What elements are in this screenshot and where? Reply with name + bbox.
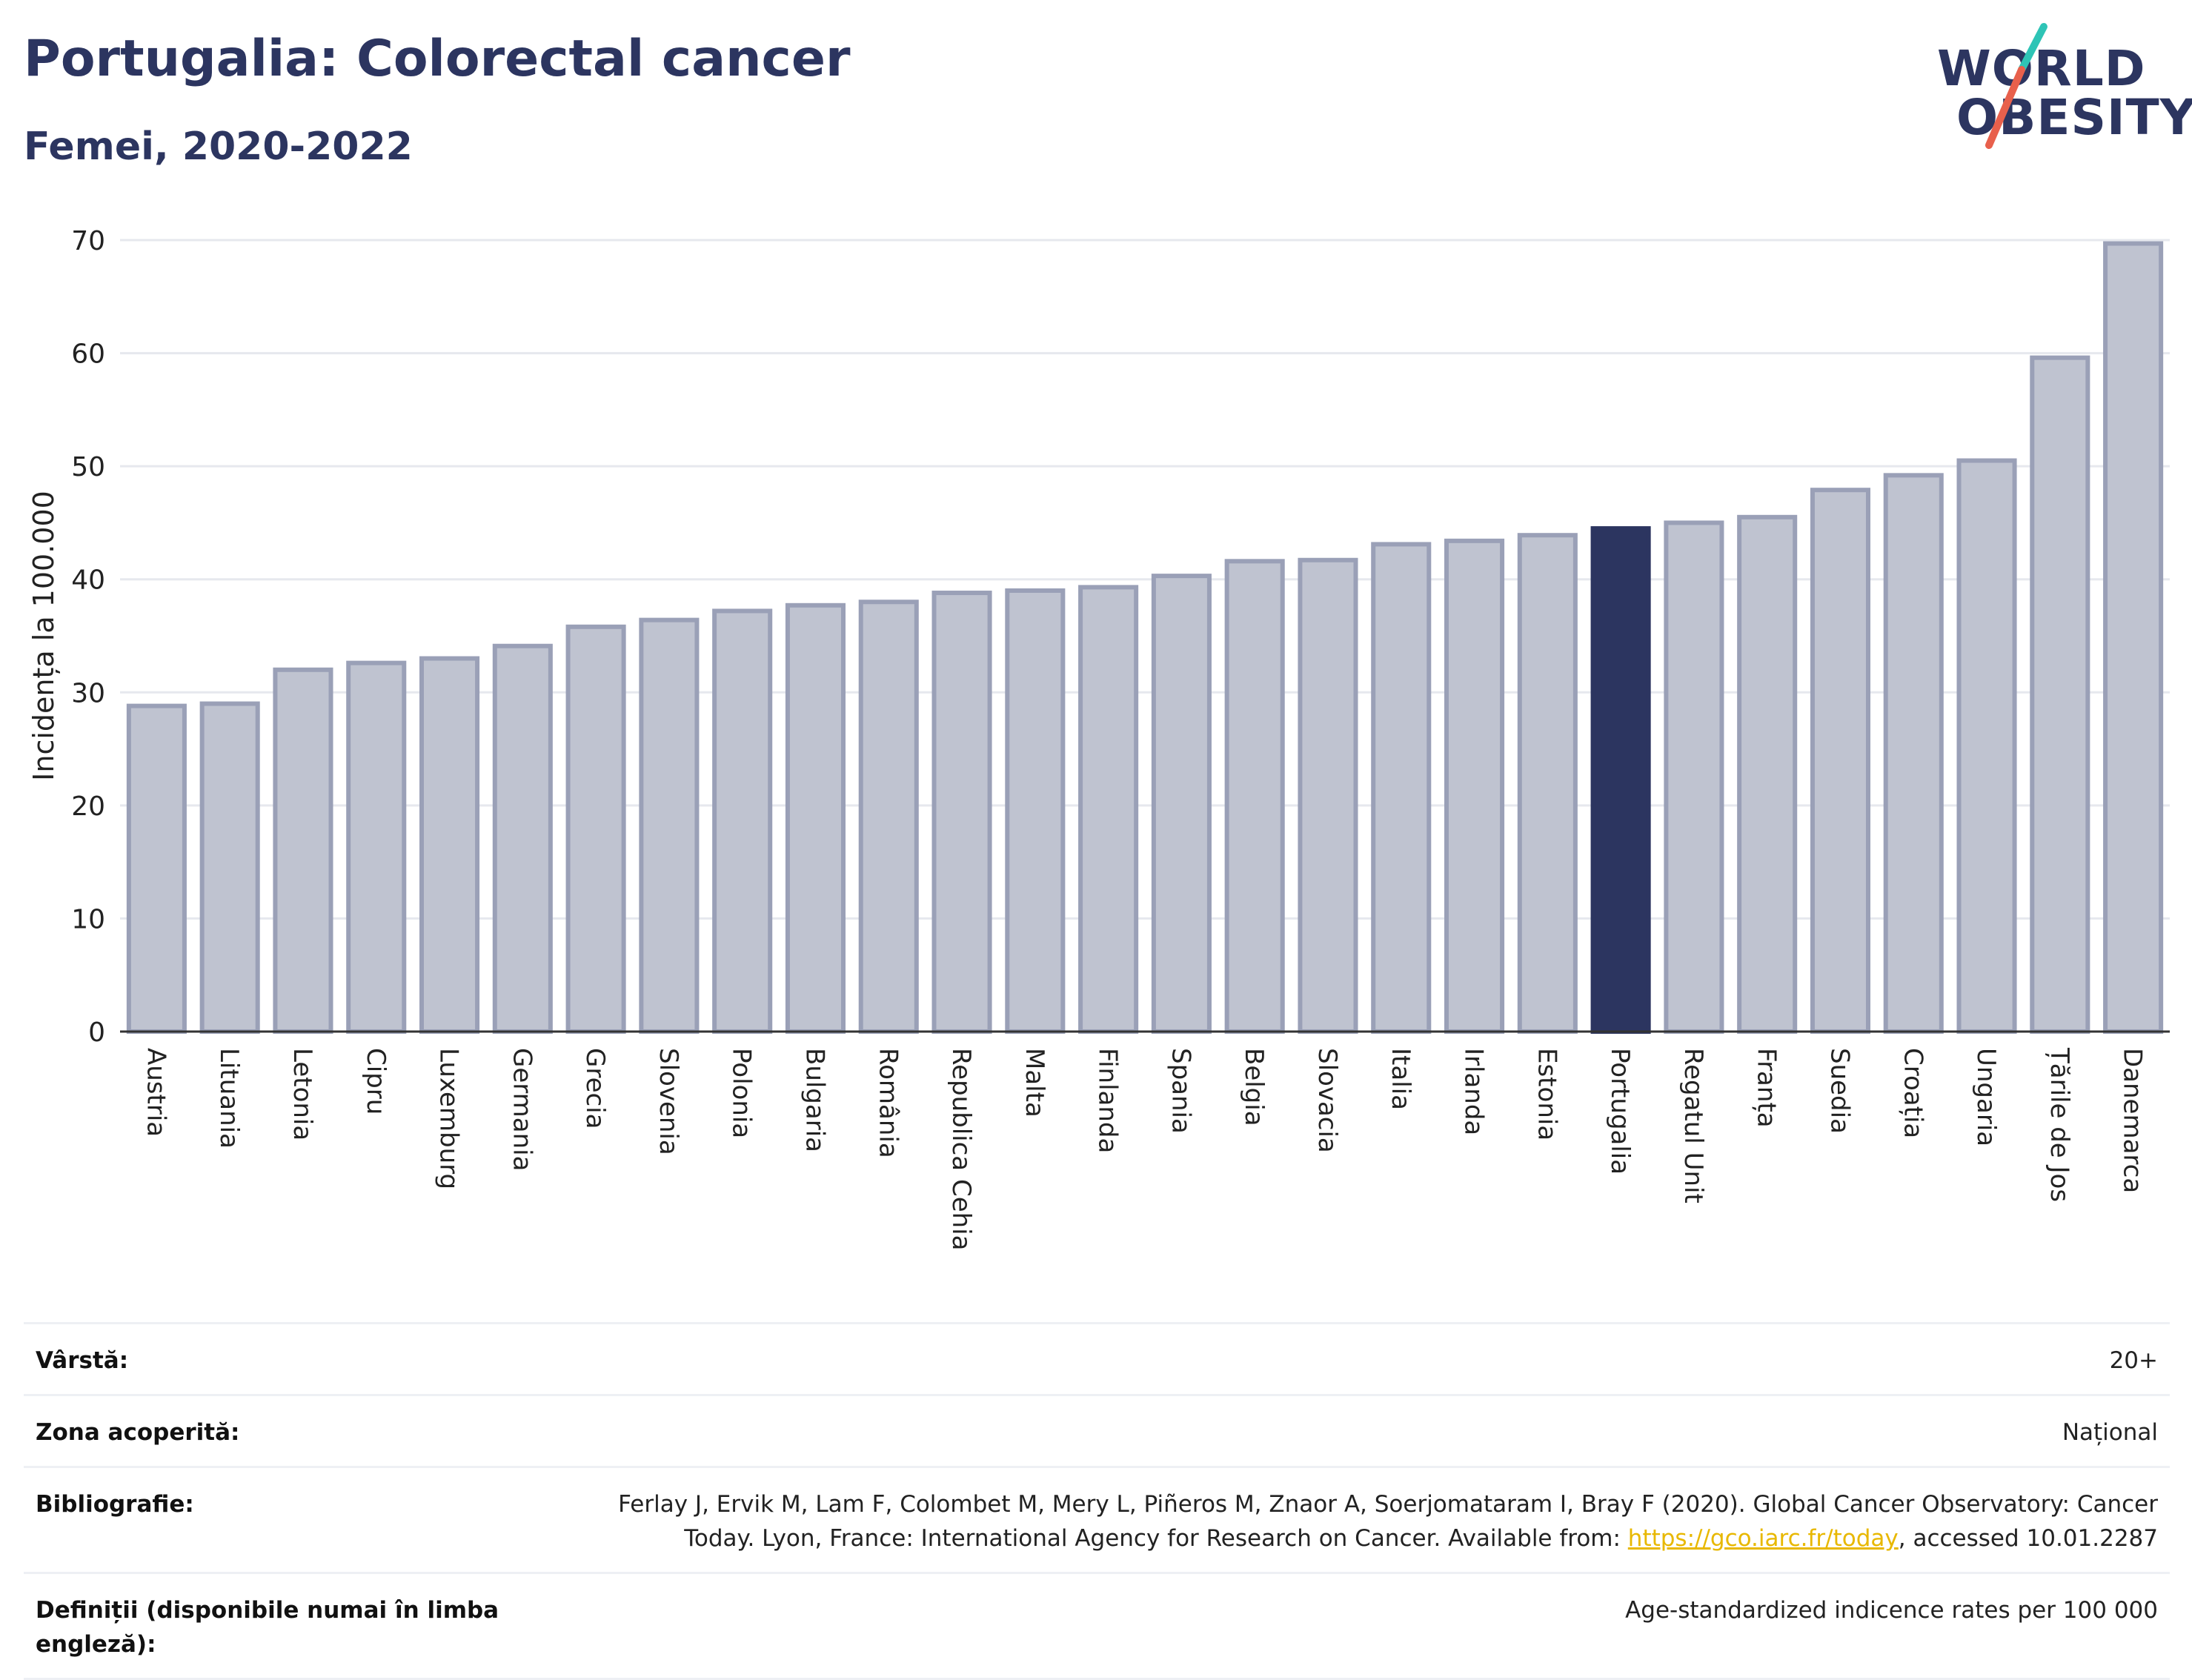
bar-danemarca — [2103, 241, 2164, 1034]
x-tick-label: Franța — [1752, 1048, 1781, 1128]
x-tick-label: Irlanda — [1459, 1048, 1489, 1135]
x-tick-label: Regatul Unit — [1678, 1048, 1708, 1203]
bar-spania — [1151, 574, 1212, 1034]
bar-luxemburg — [419, 656, 480, 1034]
y-tick-label: 20 — [71, 791, 105, 822]
bar-bulgaria — [785, 602, 846, 1034]
x-tick-label: Lituania — [214, 1048, 244, 1149]
logo-slash-icon — [1985, 23, 2047, 149]
x-tick-label: Ungaria — [1971, 1048, 2001, 1146]
x-tick-label: Finlanda — [1093, 1048, 1123, 1153]
x-tick-label: Spania — [1166, 1048, 1195, 1134]
x-tick-label: Croația — [1898, 1048, 1927, 1138]
x-tick-label: România — [873, 1048, 903, 1158]
page-title: Portugalia: Colorectal cancer — [24, 30, 851, 88]
bar-austria — [126, 703, 187, 1034]
bar-slovacia — [1298, 557, 1358, 1034]
info-label: Vârstă: — [36, 1347, 129, 1374]
bar-letonia — [273, 667, 333, 1034]
bar-republica-cehia — [931, 591, 992, 1034]
x-tick-label: Polonia — [727, 1048, 757, 1138]
y-tick-label: 30 — [71, 678, 105, 708]
x-tick-label: Germania — [507, 1048, 537, 1171]
bar-franța — [1737, 514, 1798, 1034]
x-tick-label: Slovenia — [654, 1048, 683, 1155]
bibliography-text-end: , accessed 10.01.2287 — [1898, 1525, 2158, 1552]
x-tick-label: Portugalia — [1605, 1048, 1635, 1175]
x-tick-label: Estonia — [1532, 1048, 1561, 1141]
bar-finlanda — [1078, 585, 1139, 1034]
bar-malta — [1005, 588, 1066, 1034]
x-tick-label: Bulgaria — [800, 1048, 829, 1152]
y-tick-label: 60 — [71, 339, 105, 370]
info-label: Zona acoperită: — [36, 1419, 240, 1446]
bar-ungaria — [1956, 458, 2017, 1034]
page-subtitle: Femei, 2020-2022 — [24, 124, 413, 169]
bar-chart: 0 10 20 30 40 50 60 70 Austria Lituania Letonia Ci… — [27, 226, 2170, 1250]
info-label: Bibliografie: — [36, 1491, 194, 1518]
bar-suedia — [1810, 488, 1871, 1034]
x-axis-ticks: Austria Lituania Letonia Cipru Luxemburg Germ… — [141, 1047, 2147, 1250]
info-label: Definiții (disponibile numai în limba en… — [36, 1597, 499, 1658]
info-table: Vârstă: 20+ Zona acoperită: Național Bib… — [24, 1322, 2170, 1680]
y-tick-label: 10 — [71, 904, 105, 934]
bar-germania — [492, 643, 553, 1034]
info-row-bibliography: Bibliografie: Ferlay J, Ervik M, Lam F, … — [24, 1466, 2170, 1572]
info-value: Age-standardized indicence rates per 100… — [1625, 1597, 2158, 1624]
bar-polonia — [712, 608, 773, 1034]
source-link[interactable]: https://gco.iarc.fr/today — [1627, 1525, 1899, 1552]
x-tick-label: Malta — [1020, 1048, 1049, 1118]
bar-grecia — [565, 624, 626, 1034]
x-tick-label: Slovacia — [1312, 1048, 1342, 1153]
info-value: Național — [2062, 1419, 2158, 1446]
y-axis-ticks: 0 10 20 30 40 50 60 70 — [71, 226, 105, 1048]
bar-regatul-unit — [1664, 520, 1724, 1034]
x-tick-label: Țările de Jos — [2045, 1047, 2074, 1202]
y-axis-label: Incidența la 100.000 — [27, 491, 60, 781]
x-tick-label: Cipru — [361, 1048, 391, 1115]
x-tick-label: Austria — [141, 1048, 170, 1137]
chart-bars — [126, 241, 2164, 1035]
bar-irlanda — [1444, 538, 1505, 1034]
y-tick-label: 0 — [88, 1017, 105, 1048]
info-value: Ferlay J, Ervik M, Lam F, Colombet M, Me… — [565, 1487, 2158, 1556]
y-tick-label: 70 — [71, 226, 105, 256]
bar-cipru — [346, 660, 407, 1034]
bar-italia — [1371, 542, 1432, 1035]
bar-croația — [1883, 473, 1944, 1034]
bar-estonia — [1517, 533, 1578, 1034]
bar-țările-de-jos — [2030, 355, 2090, 1035]
logo-line-1: WORLD — [1937, 40, 2146, 97]
bar-lituania — [199, 701, 260, 1034]
x-tick-label: Republica Cehia — [946, 1048, 976, 1250]
bar-românia — [858, 600, 919, 1034]
bar-portugalia — [1590, 526, 1651, 1034]
bibliography-text: Ferlay J, Ervik M, Lam F, Colombet M, Me… — [618, 1491, 2158, 1552]
x-tick-label: Danemarca — [2118, 1048, 2148, 1193]
info-row-coverage: Zona acoperită: Național — [24, 1394, 2170, 1466]
y-tick-label: 50 — [71, 452, 105, 482]
x-tick-label: Luxemburg — [434, 1048, 464, 1189]
bar-slovenia — [639, 617, 700, 1034]
x-tick-label: Italia — [1386, 1048, 1415, 1110]
info-value: 20+ — [2109, 1347, 2158, 1374]
bar-belgia — [1224, 559, 1285, 1034]
y-tick-label: 40 — [71, 565, 105, 596]
info-row-definitions: Definiții (disponibile numai în limba en… — [24, 1572, 2170, 1680]
x-tick-label: Belgia — [1239, 1048, 1269, 1126]
world-obesity-logo: WORLD OBESITY — [1927, 21, 2192, 154]
x-tick-label: Grecia — [580, 1048, 610, 1129]
info-row-age: Vârstă: 20+ — [24, 1322, 2170, 1394]
x-tick-label: Suedia — [1824, 1048, 1854, 1134]
x-tick-label: Letonia — [288, 1048, 317, 1141]
